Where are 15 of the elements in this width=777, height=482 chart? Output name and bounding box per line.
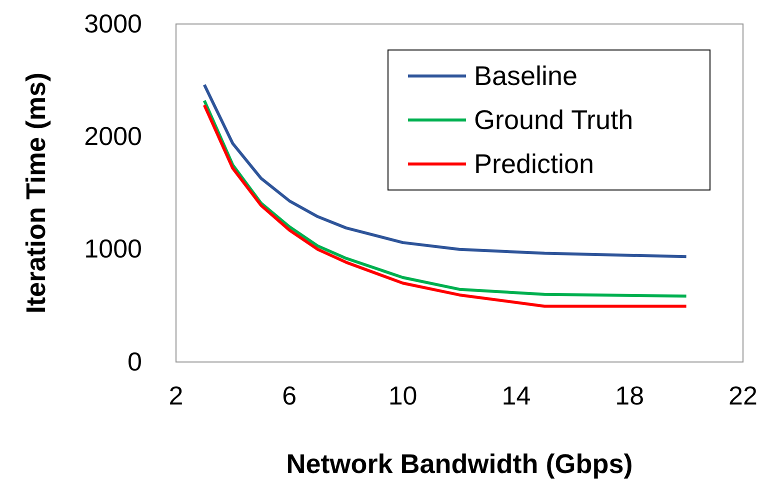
x-tick-label: 18	[615, 380, 644, 410]
legend-label: Baseline	[474, 61, 578, 91]
y-tick-label: 3000	[84, 8, 142, 38]
x-tick-label: 6	[282, 380, 297, 410]
y-tick-label: 1000	[84, 234, 142, 264]
x-tick-label: 14	[502, 380, 531, 410]
y-tick-label: 0	[128, 346, 142, 376]
x-tick-label: 10	[388, 380, 418, 410]
y-axis-title: Iteration Time (ms)	[21, 72, 51, 314]
y-tick-label: 2000	[84, 120, 142, 151]
x-tick-label: 22	[728, 380, 758, 410]
legend-label: Prediction	[474, 149, 594, 179]
x-axis-title: Network Bandwidth (Gbps)	[286, 449, 633, 479]
legend-label: Ground Truth	[474, 105, 634, 135]
x-tick-label: 2	[168, 380, 184, 410]
